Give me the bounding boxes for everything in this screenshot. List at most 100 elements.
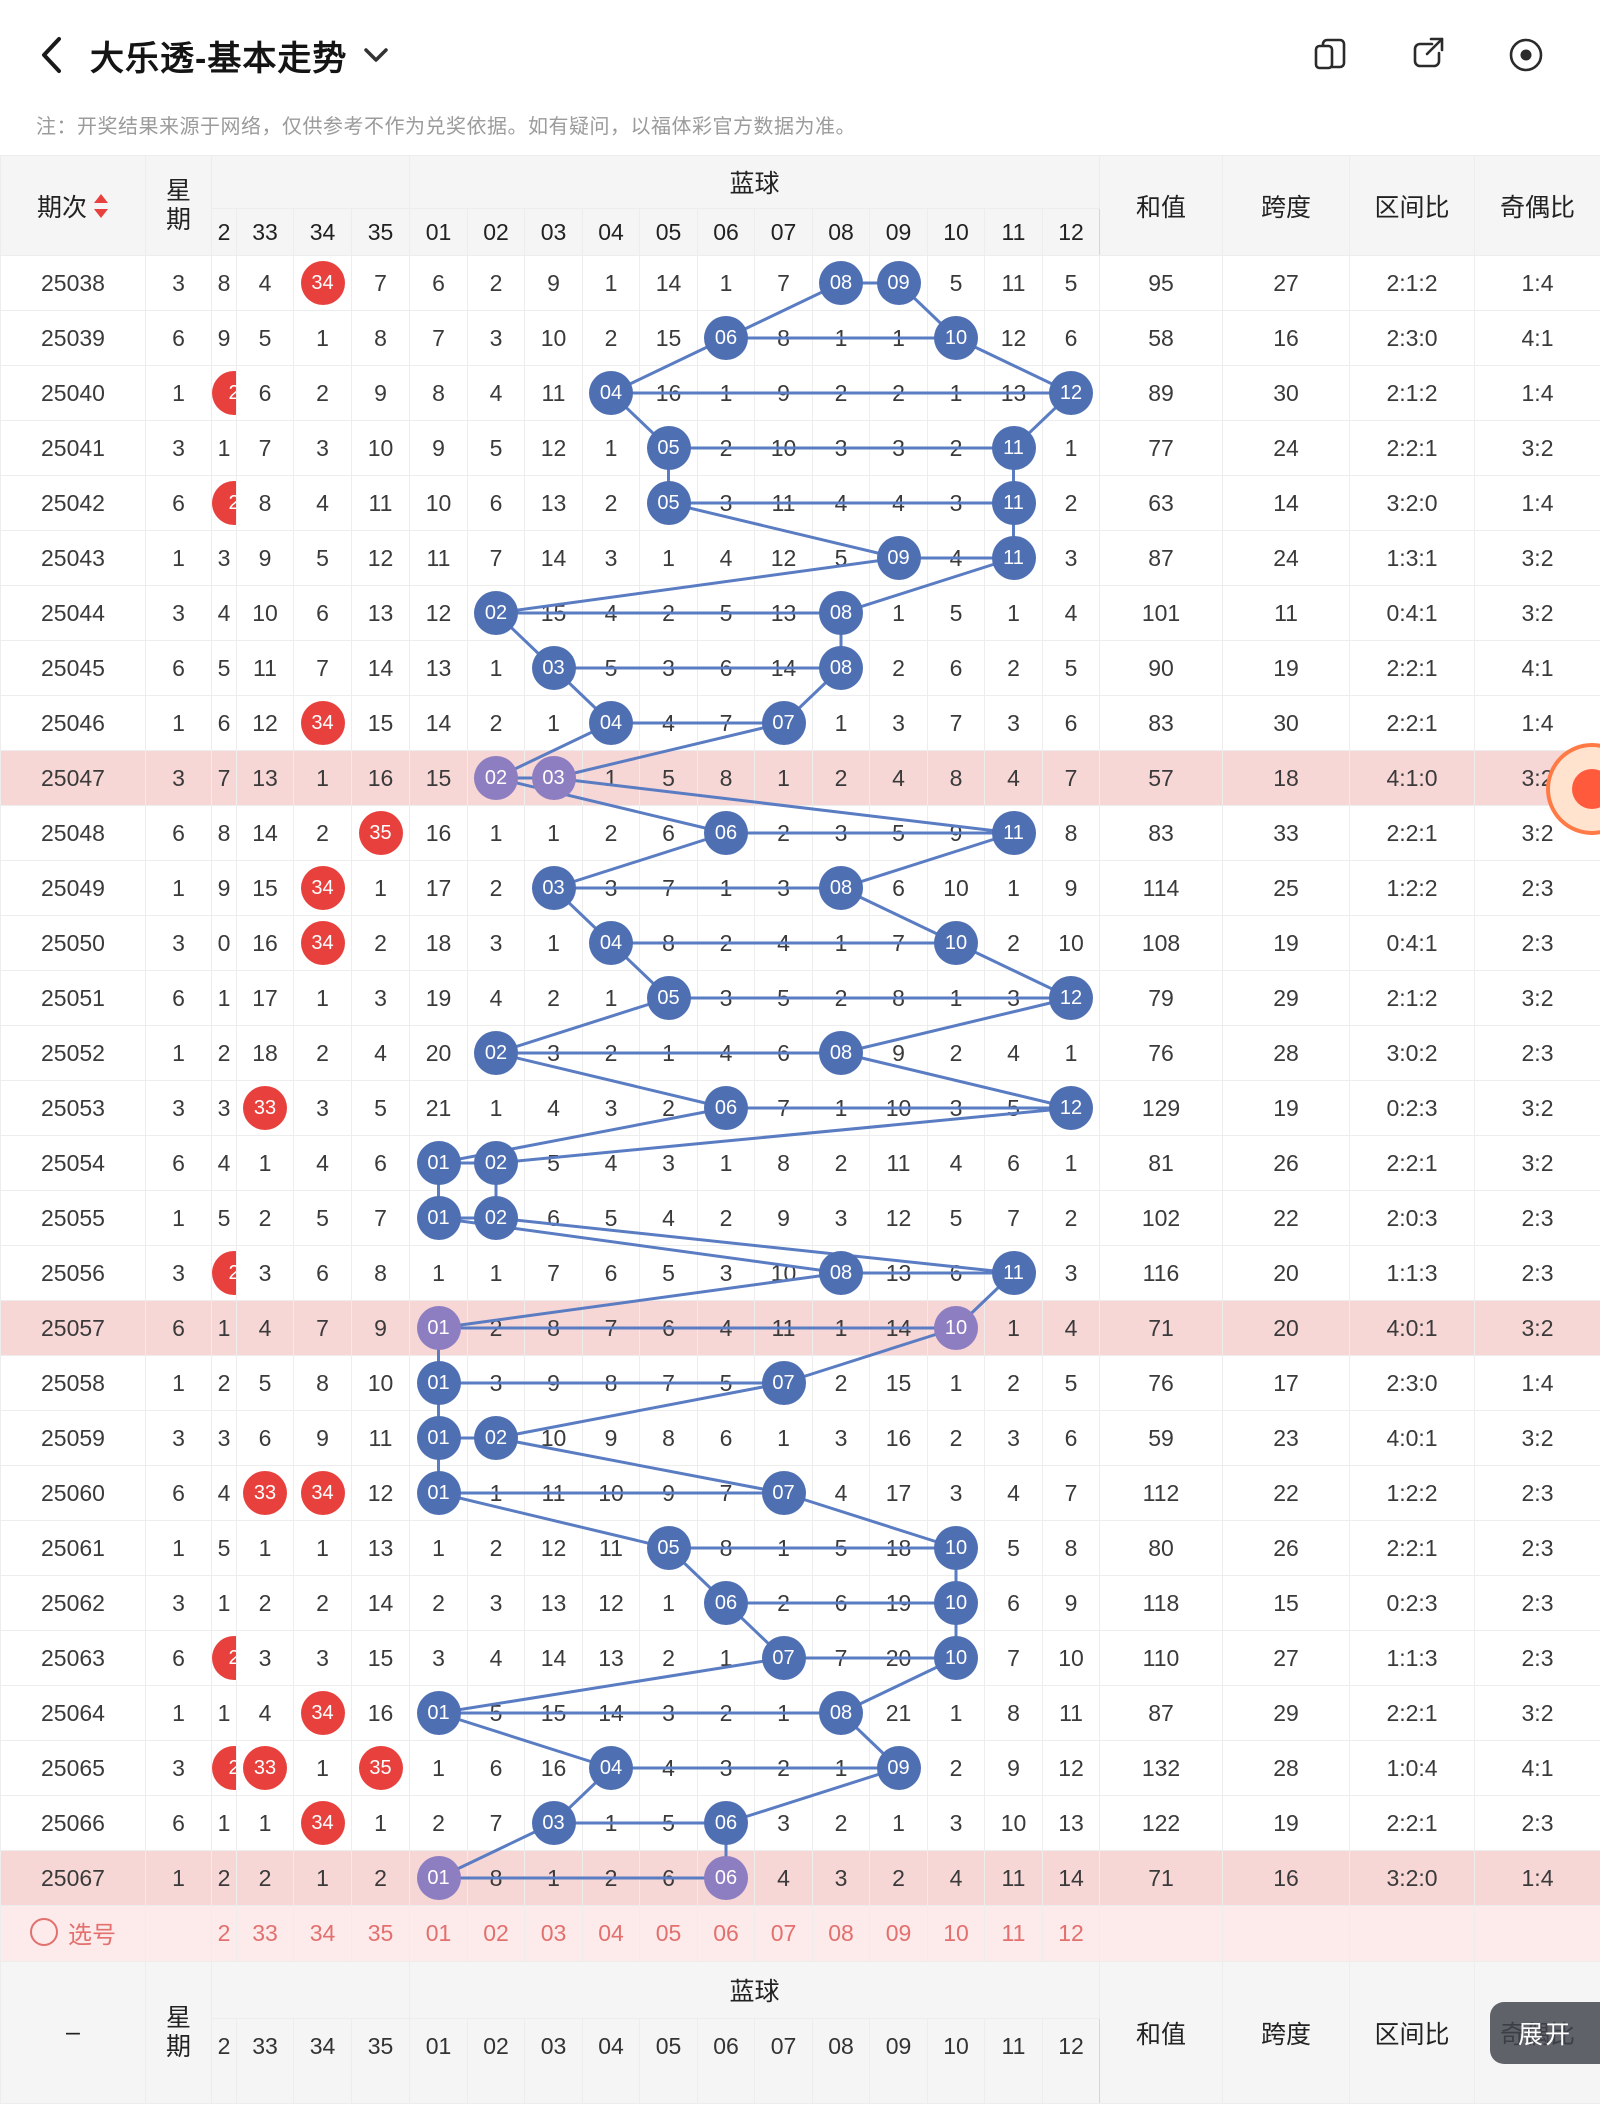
select-blue-cell[interactable]: 06: [698, 1906, 755, 1962]
red-miss-cell: 2: [212, 1851, 237, 1906]
red-miss-cell: 34: [294, 1466, 352, 1521]
select-blue-cell[interactable]: 09: [870, 1906, 928, 1962]
blue-miss-cell: 1: [755, 1521, 813, 1576]
blue-miss-cell: 10: [410, 476, 468, 531]
record-icon[interactable]: [1506, 35, 1546, 75]
share-icon[interactable]: [1408, 35, 1448, 75]
week-cell: 3: [146, 1576, 212, 1631]
col-header-red-group: [212, 156, 410, 209]
blue-miss-cell: 03: [525, 861, 583, 916]
expand-button[interactable]: 展开: [1490, 2002, 1600, 2064]
red-miss-cell: 5: [294, 1191, 352, 1246]
period-cell: 25039: [1, 311, 146, 366]
blue-miss-cell: 6: [928, 641, 985, 696]
blue-ball: 01: [417, 1471, 461, 1515]
red-miss-cell: 1: [237, 1796, 294, 1851]
sum-cell: 114: [1100, 861, 1223, 916]
blue-col-header: 10: [928, 209, 985, 256]
red-miss-cell: 13: [352, 586, 410, 641]
week-cell: 1: [146, 696, 212, 751]
select-red-cell[interactable]: 33: [237, 1906, 294, 1962]
blue-miss-cell: 08: [813, 861, 870, 916]
blue-miss-cell: 13: [1043, 1796, 1100, 1851]
red-miss-cell: 2: [294, 806, 352, 861]
col-header-interval: 区间比: [1350, 156, 1475, 256]
red-miss-cell: 1: [352, 861, 410, 916]
bottom-stat-header: 区间比: [1350, 1962, 1475, 2104]
red-miss-cell: 8: [294, 1356, 352, 1411]
week-cell: 3: [146, 1246, 212, 1301]
blue-miss-cell: 1: [813, 1081, 870, 1136]
blue-miss-cell: 1: [928, 971, 985, 1026]
blue-ball: 07: [762, 1636, 806, 1680]
period-cell: 25065: [1, 1741, 146, 1796]
select-blue-cell[interactable]: 03: [525, 1906, 583, 1962]
blue-ball: 06: [704, 1801, 748, 1845]
blue-miss-cell: 7: [985, 1191, 1043, 1246]
select-blue-cell[interactable]: 07: [755, 1906, 813, 1962]
blue-miss-cell: 05: [640, 421, 698, 476]
blue-miss-cell: 08: [813, 641, 870, 696]
blue-miss-cell: 5: [813, 1521, 870, 1576]
blue-miss-cell: 6: [928, 1246, 985, 1301]
blue-miss-cell: 6: [698, 641, 755, 696]
red-miss-cell: 6: [237, 1411, 294, 1466]
blue-ball: 10: [934, 316, 978, 360]
red-miss-cell: 5: [237, 311, 294, 366]
bottom-blue-col: 12: [1043, 2019, 1100, 2104]
interval-cell: 3:2:0: [1350, 1851, 1475, 1906]
blue-miss-cell: 11: [985, 256, 1043, 311]
select-blue-cell[interactable]: 01: [410, 1906, 468, 1962]
select-red-cell[interactable]: 35: [352, 1906, 410, 1962]
blue-miss-cell: 5: [583, 641, 640, 696]
oddeven-cell: 1:4: [1475, 1851, 1600, 1906]
page-title-group[interactable]: 大乐透-基本走势: [90, 31, 389, 80]
switch-page-icon[interactable]: [1310, 35, 1350, 75]
blue-miss-cell: 1: [985, 586, 1043, 641]
red-miss-cell: 2: [294, 1576, 352, 1631]
select-red-cell[interactable]: 2: [212, 1906, 237, 1962]
blue-miss-cell: 3: [813, 1411, 870, 1466]
period-cell: 25066: [1, 1796, 146, 1851]
blue-miss-cell: 06: [698, 311, 755, 366]
blue-miss-cell: 2: [583, 476, 640, 531]
red-miss-cell: 14: [237, 806, 294, 861]
blue-ball: 06: [704, 1086, 748, 1130]
col-header-span: 跨度: [1223, 156, 1350, 256]
select-blue-cell[interactable]: 02: [468, 1906, 525, 1962]
select-blue-cell[interactable]: 08: [813, 1906, 870, 1962]
blue-miss-cell: 2: [985, 641, 1043, 696]
blue-miss-cell: 06: [698, 806, 755, 861]
blue-miss-cell: 5: [1043, 641, 1100, 696]
select-blue-cell[interactable]: 11: [985, 1906, 1043, 1962]
red-miss-cell: 8: [352, 311, 410, 366]
blue-miss-cell: 2: [468, 696, 525, 751]
blue-miss-cell: 12: [1043, 971, 1100, 1026]
blue-miss-cell: 1: [698, 1631, 755, 1686]
blue-miss-cell: 11: [1043, 1686, 1100, 1741]
blue-miss-cell: 3: [755, 861, 813, 916]
select-red-cell[interactable]: 34: [294, 1906, 352, 1962]
sum-cell: 80: [1100, 1521, 1223, 1576]
blue-miss-cell: 4: [583, 586, 640, 641]
blue-ball: 10: [934, 1636, 978, 1680]
blue-ball: 12: [1049, 976, 1093, 1020]
select-blue-cell[interactable]: 10: [928, 1906, 985, 1962]
blue-miss-cell: 5: [640, 751, 698, 806]
sum-cell: 79: [1100, 971, 1223, 1026]
red-miss-cell: 7: [294, 1301, 352, 1356]
blue-miss-cell: 8: [525, 1301, 583, 1356]
blue-miss-cell: 08: [813, 586, 870, 641]
select-blue-cell[interactable]: 05: [640, 1906, 698, 1962]
blue-miss-cell: 15: [410, 751, 468, 806]
blue-miss-cell: 1: [1043, 421, 1100, 476]
col-header-period[interactable]: 期次: [1, 156, 146, 256]
select-blue-cell[interactable]: 12: [1043, 1906, 1100, 1962]
oddeven-cell: 3:2: [1475, 1136, 1600, 1191]
blue-ball: 08: [819, 261, 863, 305]
blue-miss-cell: 2: [640, 1081, 698, 1136]
blue-miss-cell: 8: [583, 1356, 640, 1411]
select-blue-cell[interactable]: 04: [583, 1906, 640, 1962]
back-button[interactable]: [38, 33, 64, 77]
blue-ball: 09: [877, 1746, 921, 1790]
